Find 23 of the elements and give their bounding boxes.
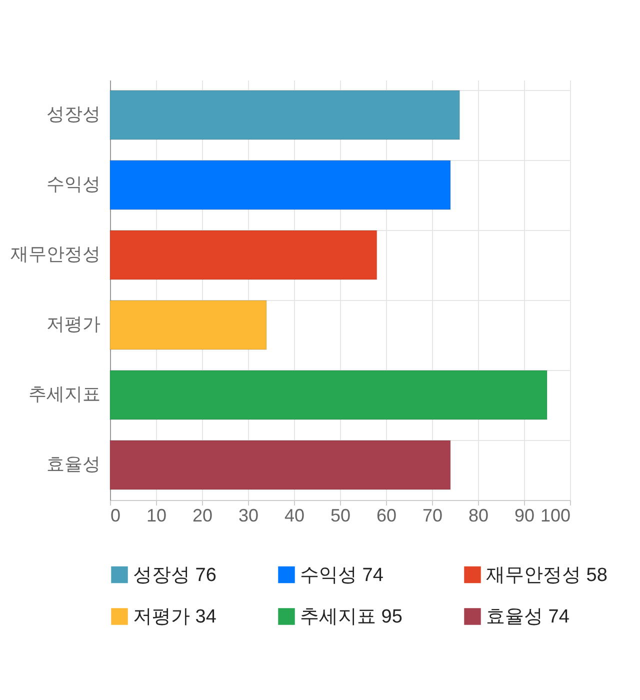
- y-tick-label: 저평가: [46, 314, 100, 334]
- x-tick-label: 90: [514, 506, 535, 526]
- y-tick-label: 수익성: [46, 174, 100, 194]
- legend-label: 성장성 76: [133, 564, 216, 586]
- x-tick-label: 80: [468, 506, 489, 526]
- legend-label: 재무안정성 58: [486, 564, 608, 586]
- x-tick-label: 50: [330, 506, 351, 526]
- x-tick-label: 60: [376, 506, 397, 526]
- legend-label: 수익성 74: [300, 564, 384, 586]
- x-tick-label: 10: [146, 506, 167, 526]
- x-tick-label: 0: [110, 506, 121, 526]
- y-tick-label: 효율성: [46, 454, 100, 474]
- y-tick-label: 성장성: [46, 104, 100, 124]
- x-tick-label: 100: [540, 506, 570, 526]
- legend-label: 효율성 74: [486, 606, 570, 628]
- x-tick-label: 20: [192, 506, 213, 526]
- legend-label: 저평가 34: [133, 606, 217, 628]
- y-tick-label: 추세지표: [28, 384, 100, 404]
- x-tick-label: 40: [284, 506, 305, 526]
- x-tick-label: 30: [238, 506, 259, 526]
- x-tick-label: 70: [422, 506, 443, 526]
- legend-label: 추세지표 95: [300, 606, 402, 628]
- y-tick-label: 재무안정성: [10, 244, 100, 264]
